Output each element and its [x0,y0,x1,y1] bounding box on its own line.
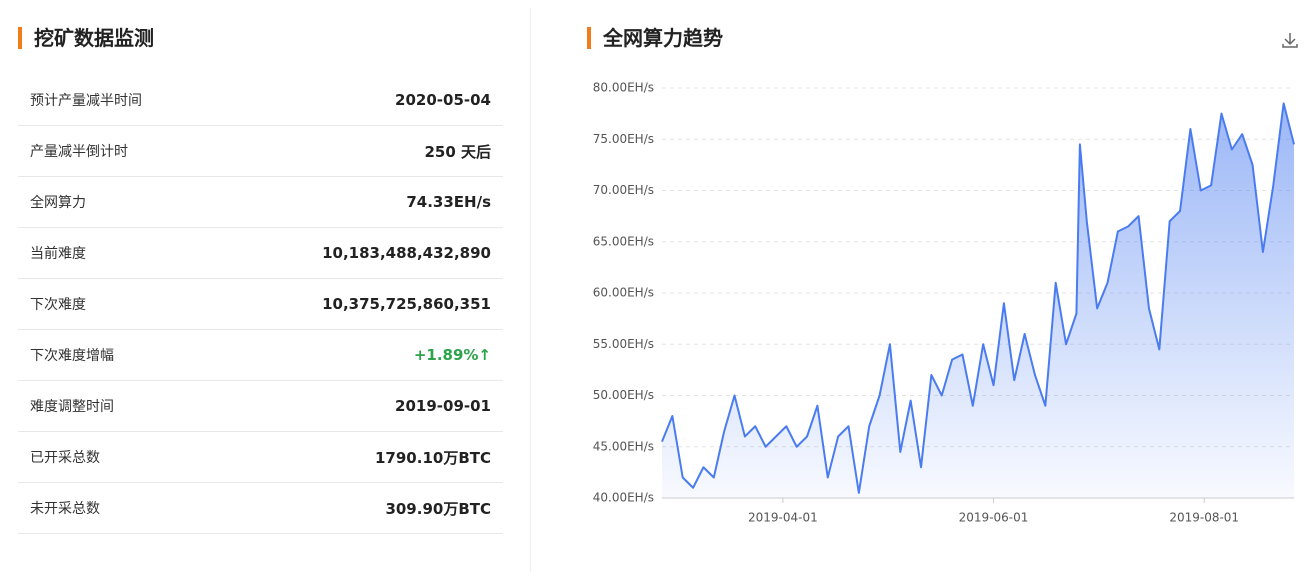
row-label: 下次难度增幅 [30,348,114,364]
row-label: 下次难度 [30,297,86,313]
data-table: 预计产量减半时间 2020-05-04 产量减半倒计时 250 天后全网算力 74.33… [18,75,503,534]
y-tick-label: 50.00EH/s [593,388,654,402]
y-tick-label: 80.00EH/s [593,81,654,95]
table-row: 难度调整时间 2019-09-01 [18,381,503,432]
table-row: 下次难度增幅 +1.89%↑ [18,330,503,381]
table-row: 产量减半倒计时 250 天后 [18,126,503,177]
panel-title: 挖矿数据监测 [18,27,154,49]
line [661,102,1295,494]
row-value: 250 天后 [424,142,491,161]
y-tick-label: 60.00EH/s [593,286,654,300]
table-row: 已开采总数 1790.10万BTC [18,432,503,483]
chart: 40.00EH/s 45.00EH/s 50.00EH/s 55.00EH/s 60.0… [593,81,1295,525]
divider [530,8,531,572]
table-row: 下次难度 10,375,725,860,351 [18,279,503,330]
table-row: 预计产量减半时间 2020-05-04 [18,75,503,126]
row-label: 预计产量减半时间 [30,93,142,109]
x-tick-label: 2019-04-01 [748,511,818,525]
table-row: 未开采总数 309.90万BTC [18,483,503,534]
x-tick-label: 2019-06-01 [959,511,1029,525]
row-label: 已开采总数 [30,450,100,466]
y-tick-label: 70.00EH/s [593,183,654,197]
row-value: 10,183,488,432,890 [322,244,491,262]
row-value: 2020-05-04 [395,91,491,109]
row-value: 309.90万BTC [385,499,491,518]
download-button[interactable] [1280,30,1300,50]
y-tick-label: 65.00EH/s [593,234,654,248]
x-tick-label: 2019-08-01 [1169,511,1239,525]
row-value: 10,375,725,860,351 [322,295,491,313]
row-value: 1790.10万BTC [375,448,491,467]
row-value: 74.33EH/s [406,193,491,211]
row-label: 产量减半倒计时 [30,144,128,160]
row-label: 难度调整时间 [30,399,114,415]
y-tick-label: 45.00EH/s [593,439,654,453]
row-label: 未开采总数 [30,501,100,517]
row-label: 全网算力 [30,195,86,211]
row-value: +1.89%↑ [413,346,491,364]
chart-title: 全网算力趋势 [587,27,723,49]
row-label: 当前难度 [30,246,86,262]
y-tick-label: 75.00EH/s [593,132,654,146]
table-row: 全网算力 74.33EH/s [18,177,503,228]
table-row: 当前难度 10,183,488,432,890 [18,228,503,279]
y-tick-label: 40.00EH/s [593,491,654,505]
y-tick-label: 55.00EH/s [593,337,654,351]
area [662,103,1294,498]
row-value: 2019-09-01 [395,397,491,415]
